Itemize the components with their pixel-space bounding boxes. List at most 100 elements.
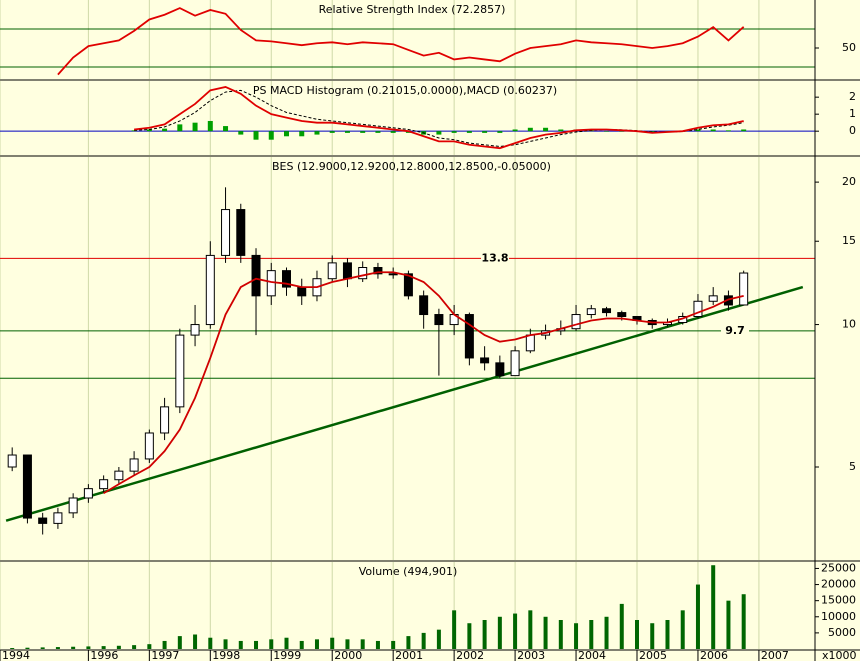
line-label: 9.7 <box>725 324 745 337</box>
candle-body <box>464 314 474 359</box>
candle-body <box>297 286 307 297</box>
y-tick-label: 5 <box>849 460 856 473</box>
histogram-bar <box>283 131 289 137</box>
y-tick-label: 20000 <box>821 578 856 591</box>
x-tick-label: 1994 <box>2 649 30 661</box>
histogram-bar <box>649 131 655 133</box>
histogram-bar <box>207 120 213 132</box>
volume-bar <box>650 623 655 649</box>
volume-bar <box>132 645 137 649</box>
x-tick-label: 1996 <box>90 649 118 661</box>
candle-body <box>53 512 63 524</box>
label-bg <box>721 324 749 337</box>
candle-body <box>22 454 32 519</box>
histogram-bar <box>329 131 335 133</box>
histogram-bar <box>299 131 305 137</box>
y-tick-label: 10 <box>842 318 856 331</box>
candle-body <box>403 273 413 297</box>
candle-body <box>7 454 17 468</box>
histogram-bar <box>710 129 716 132</box>
candle-body <box>480 357 490 364</box>
volume-bar <box>86 646 91 649</box>
histogram-bar <box>619 131 625 132</box>
candle-body <box>175 334 185 408</box>
panel <box>0 81 815 155</box>
candle-body <box>114 470 124 481</box>
volume-bar <box>665 620 670 649</box>
candle-body <box>739 272 749 306</box>
candle-body <box>693 300 703 317</box>
histogram-bar <box>253 131 259 140</box>
y-tick-label: 1 <box>849 107 856 120</box>
candle-body <box>236 209 246 256</box>
panel <box>0 562 760 649</box>
volume-bar <box>726 600 731 649</box>
volume-bar <box>177 636 182 649</box>
volume-bar <box>101 646 106 649</box>
y-tick-label: 20 <box>842 175 856 188</box>
candle-body <box>99 479 109 490</box>
volume-bar <box>695 584 700 649</box>
x-tick-label: 2000 <box>334 649 362 661</box>
candle-body <box>281 270 291 288</box>
histogram-bar <box>375 131 381 133</box>
histogram-bar <box>741 129 747 132</box>
volume-bar <box>254 640 259 649</box>
volume-bar <box>421 632 426 649</box>
candle-body <box>129 458 139 472</box>
histogram-bar <box>436 131 442 135</box>
x-tick-label: 1999 <box>273 649 301 661</box>
volume-bar <box>619 603 624 649</box>
x-tick-label: 2007 <box>761 649 789 661</box>
y-tick-label: 5000 <box>828 626 856 639</box>
trendline <box>5 285 804 522</box>
y-tick-label: 10000 <box>821 610 856 623</box>
x-tick-label: 1998 <box>212 649 240 661</box>
histogram-bar <box>497 131 503 133</box>
candle-body <box>373 267 383 275</box>
x-tick-label: 2002 <box>456 649 484 661</box>
candle-body <box>571 314 581 330</box>
y-tick-label: 25000 <box>821 561 856 574</box>
volume-bar <box>375 640 380 649</box>
volume-bar <box>284 637 289 649</box>
candle-body <box>358 267 368 280</box>
panel-title: Relative Strength Index (72.2857) <box>319 3 506 16</box>
volume-bar <box>147 644 152 649</box>
histogram-bar <box>512 129 518 132</box>
histogram-bar <box>725 130 731 132</box>
histogram-bar <box>146 129 152 132</box>
volume-bar <box>391 640 396 649</box>
histogram-bar <box>192 122 198 132</box>
candle-body <box>586 308 596 316</box>
x-tick-label: 2001 <box>395 649 423 661</box>
volume-bar <box>25 647 30 649</box>
histogram-bar <box>451 131 457 133</box>
histogram-bar <box>482 131 488 133</box>
x-tick-label: 1997 <box>151 649 179 661</box>
line <box>134 86 744 150</box>
candle-body <box>419 295 429 316</box>
y-tick-label: 50 <box>842 41 856 54</box>
volume-bar <box>452 610 457 649</box>
candle-body <box>617 312 627 317</box>
label-bg <box>481 252 509 265</box>
histogram-bar <box>162 128 168 132</box>
volume-bar <box>467 623 472 649</box>
volume-bar <box>330 637 335 649</box>
volume-bar <box>40 647 45 649</box>
volume-bar <box>680 610 685 649</box>
candle-body <box>434 314 444 326</box>
candle-body <box>68 497 78 514</box>
volume-bar <box>193 634 198 649</box>
volume-bar <box>436 629 441 649</box>
x-tick-label: 2004 <box>578 649 606 661</box>
volume-bar <box>406 636 411 649</box>
volume-bar <box>238 640 243 649</box>
histogram-bar <box>527 127 533 132</box>
volume-bar <box>741 594 746 649</box>
histogram-bar <box>390 131 396 133</box>
candle-body <box>510 350 520 377</box>
volume-bar <box>55 647 60 649</box>
